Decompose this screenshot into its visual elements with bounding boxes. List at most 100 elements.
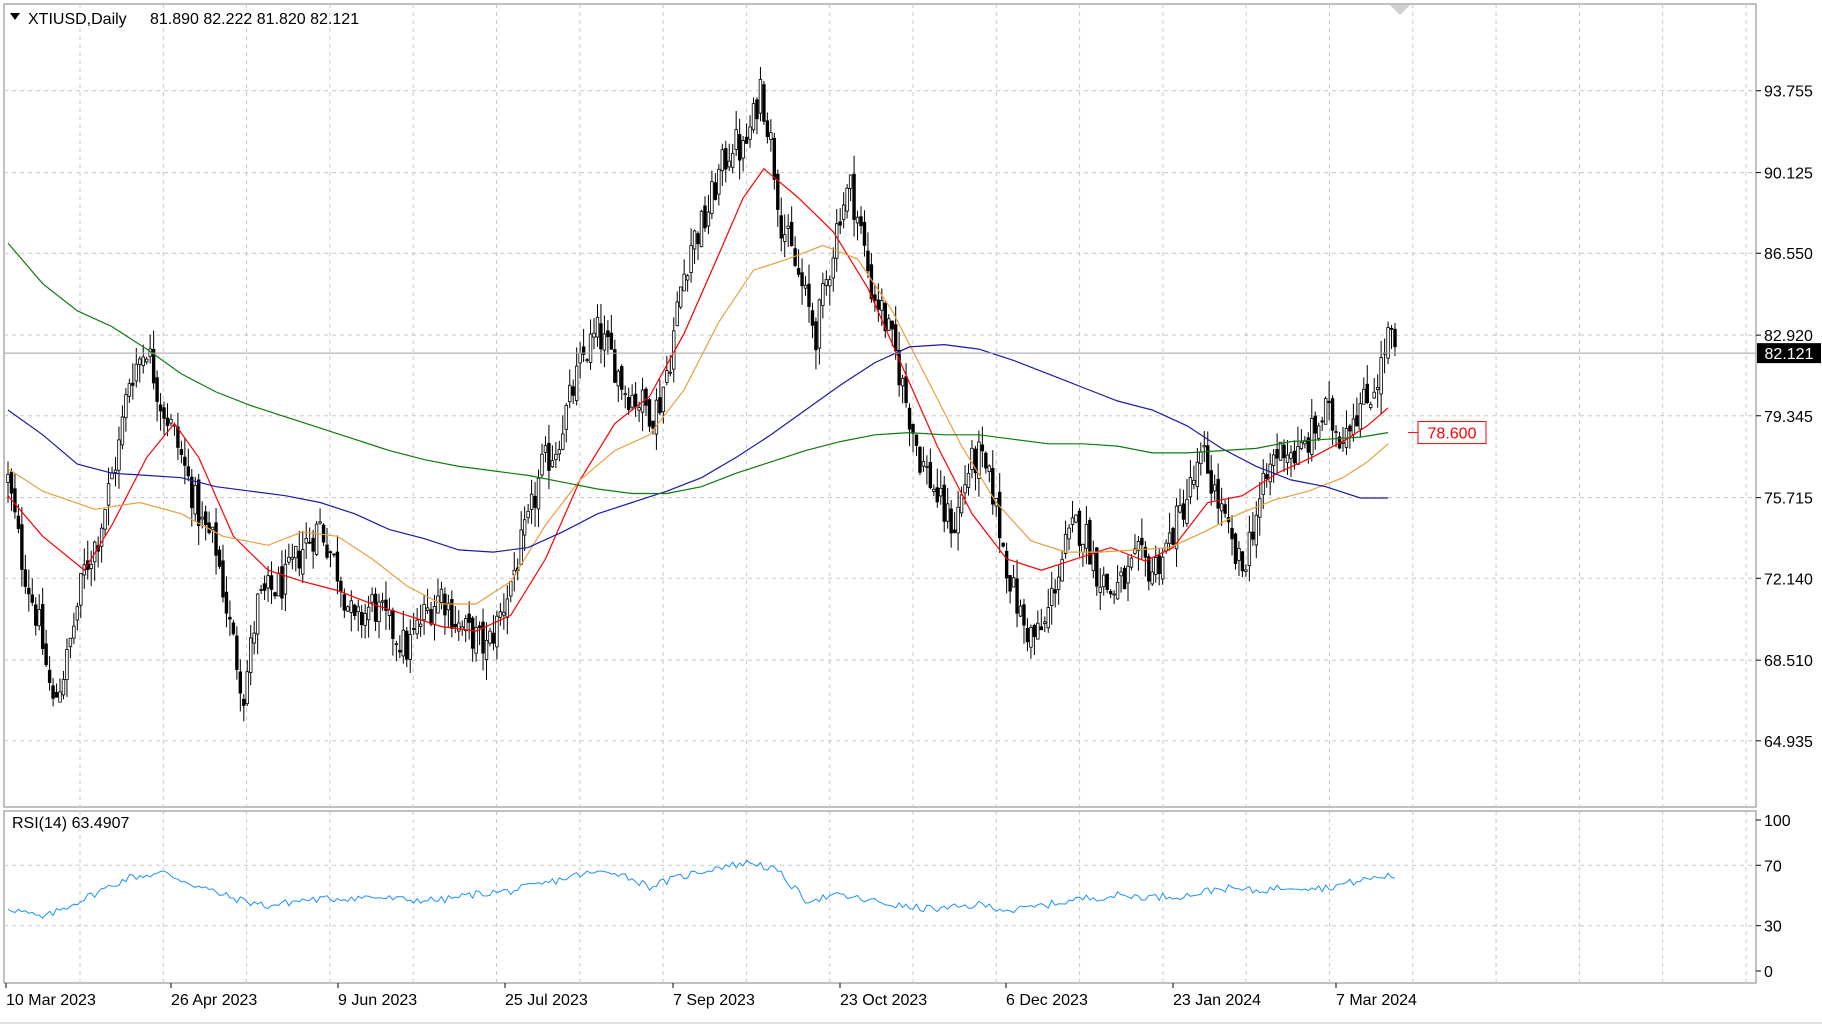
candle-body <box>138 358 142 365</box>
current-price-label: 82.121 <box>1765 346 1814 363</box>
candle-body <box>294 546 298 559</box>
candle-body <box>1268 463 1272 483</box>
candle-body <box>689 245 693 273</box>
candle-body <box>554 453 558 460</box>
candle-body <box>783 234 787 242</box>
candle-body <box>169 418 173 424</box>
candle-body <box>866 250 870 272</box>
candle-body <box>266 575 270 589</box>
candle-body <box>415 619 419 635</box>
candle-body <box>131 382 135 386</box>
candle-body <box>1164 542 1168 552</box>
candle-body <box>821 283 825 306</box>
candle-body <box>155 377 159 402</box>
candle-body <box>457 622 461 632</box>
candle-body <box>1206 445 1210 474</box>
candle-body <box>332 553 336 556</box>
candle-body <box>1202 445 1206 448</box>
candle-body <box>238 671 243 694</box>
candle-body <box>779 215 783 239</box>
candle-body <box>113 469 118 473</box>
collapse-triangle-icon[interactable] <box>10 13 20 20</box>
shift-marker-icon[interactable] <box>1390 5 1410 15</box>
candle-body <box>505 598 510 618</box>
candle-body <box>1185 498 1189 524</box>
time-axis[interactable]: 10 Mar 2023 26 Apr 2023 9 Jun 2023 25 Jul 2… <box>5 983 1417 1009</box>
candle-body <box>335 551 340 582</box>
candle-body <box>398 649 402 653</box>
candle-body <box>158 404 163 412</box>
candle-body <box>876 299 881 310</box>
candle-body <box>1126 565 1130 584</box>
candle-body <box>1323 398 1328 425</box>
candle-body <box>772 137 777 180</box>
candle-body <box>176 426 180 448</box>
candle-body <box>290 556 295 560</box>
candle-body <box>1351 418 1356 435</box>
candle-body <box>1375 386 1380 390</box>
candle-body <box>259 589 263 591</box>
candle-body <box>214 522 218 556</box>
candle-body <box>755 99 759 120</box>
candle-body <box>1393 328 1397 348</box>
candle-body <box>942 484 946 522</box>
candle-body <box>200 516 204 520</box>
candle-body <box>890 320 894 330</box>
candle-body <box>106 483 111 506</box>
candle-body <box>1303 440 1307 445</box>
candle-body <box>1271 454 1276 466</box>
price-axis[interactable]: 93.755 90.125 86.550 82.920 79.345 75.715 72.1… <box>1756 84 1813 751</box>
candle-body <box>1043 621 1047 624</box>
candle-body <box>249 637 253 673</box>
candle-body <box>602 333 607 351</box>
candle-body <box>1289 452 1293 459</box>
candle-body <box>800 272 804 287</box>
candle-body <box>165 417 170 426</box>
candle-body <box>1160 556 1165 580</box>
candle-body <box>692 230 697 250</box>
candle-body <box>280 566 284 599</box>
candle-body <box>588 333 593 363</box>
candle-body <box>1046 607 1050 629</box>
candle-body <box>1285 454 1290 464</box>
candle-body <box>1261 472 1265 495</box>
candle-body <box>713 182 718 200</box>
candle-body <box>1278 441 1283 461</box>
ma-line-red <box>7 167 1389 632</box>
time-tick-label: 23 Oct 2023 <box>840 992 927 1009</box>
candle-body <box>921 461 926 467</box>
candle-body <box>959 494 964 514</box>
candle-body <box>183 456 187 466</box>
candle-body <box>737 134 742 161</box>
candle-body <box>717 168 721 195</box>
candle-body <box>574 365 579 401</box>
candle-body <box>1050 588 1054 606</box>
candle-body <box>932 488 936 492</box>
candle-body <box>606 330 610 338</box>
candle-body <box>1348 425 1352 432</box>
candle-body <box>356 606 360 613</box>
candle-body <box>939 487 943 497</box>
candle-body <box>1230 527 1234 540</box>
price-tick-label: 64.935 <box>1764 734 1813 751</box>
candle-body <box>47 669 52 683</box>
candle-body <box>54 691 59 698</box>
candle-body <box>1320 420 1324 423</box>
candle-body <box>1133 548 1137 554</box>
candle-body <box>1178 504 1182 513</box>
candle-body <box>488 630 492 644</box>
candle-body <box>103 509 107 530</box>
rsi-tick-label: 70 <box>1764 858 1782 875</box>
candle-body <box>1011 577 1016 588</box>
candle-body <box>862 221 867 246</box>
candle-body <box>1115 581 1120 600</box>
candle-body <box>151 348 156 384</box>
rsi-panel[interactable] <box>3 810 1757 984</box>
candle-body <box>262 583 267 591</box>
symbol-title: XTIUSD,Daily <box>28 11 127 28</box>
candle-body <box>6 473 10 483</box>
candle-body <box>991 468 995 505</box>
candle-body <box>1219 503 1224 512</box>
main-panel[interactable] <box>3 3 1757 808</box>
